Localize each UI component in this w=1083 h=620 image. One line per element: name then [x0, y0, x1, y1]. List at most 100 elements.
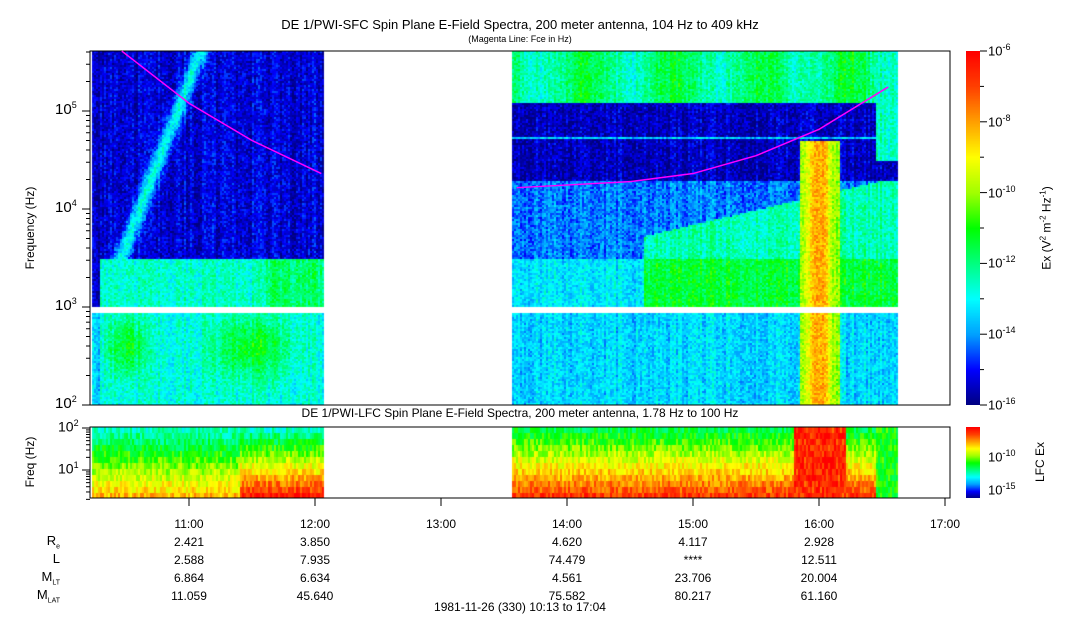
- sfc-frame: [89, 50, 951, 406]
- ephemeris-cell: 74.479: [548, 553, 586, 567]
- colorbar-tick-label: 10-14: [988, 325, 1015, 341]
- sfc-y-tick-label: 104: [55, 198, 77, 216]
- tick-exponent: -8: [1002, 112, 1011, 123]
- sfc-spectrogram: [90, 51, 950, 405]
- tick-base: 10: [55, 101, 72, 118]
- lfc-frame: [89, 426, 951, 499]
- tick-exponent: 4: [71, 198, 77, 208]
- lfc-colorbar: [966, 427, 980, 498]
- tick-base: 10: [988, 326, 1003, 342]
- tick-exponent: 2: [71, 394, 77, 404]
- tick-exponent: -16: [1002, 396, 1016, 406]
- tick-exponent: 5: [71, 100, 77, 110]
- tick-exponent: -12: [1002, 254, 1016, 265]
- ephemeris-cell: 3.850: [299, 535, 331, 549]
- ephemeris-cell: 4.117: [678, 535, 708, 549]
- cb-label-part: m: [1039, 222, 1054, 236]
- ephemeris-cell: ****: [683, 553, 703, 567]
- x-tick-label: 13:00: [425, 517, 457, 531]
- cb-label-part: -1: [1038, 190, 1048, 198]
- x-tick-label: 11:00: [174, 517, 204, 531]
- tick-base: 10: [55, 297, 72, 314]
- ephemeris-cell: 23.706: [674, 571, 712, 585]
- ephemeris-cell: 45.640: [296, 589, 334, 603]
- sfc-y-tick-label: 105: [55, 100, 77, 118]
- ephemeris-row-label: MLT: [20, 569, 61, 587]
- tick-base: 10: [988, 482, 1003, 498]
- cb-label-part: -2: [1038, 215, 1048, 223]
- sfc-y-label: Frequency (Hz): [23, 186, 37, 270]
- colorbar-tick-label: 10-12: [988, 254, 1015, 270]
- lfc-y-label: Freq (Hz): [23, 436, 37, 488]
- fce-line: [121, 50, 322, 175]
- x-tick-label: 17:00: [929, 517, 961, 531]
- footer-date-range: 1981-11-26 (330) 10:13 to 17:04: [434, 600, 606, 614]
- tick-base: 10: [58, 418, 74, 435]
- sfc-colorbar-label: Ex (V2 m-2 Hz-1): [1039, 186, 1054, 269]
- label-sub: e: [56, 543, 60, 551]
- x-tick-label: 15:00: [677, 517, 709, 531]
- sfc-y-tick-label: 102: [55, 394, 77, 412]
- label-main: L: [52, 551, 60, 566]
- x-tick-label: 16:00: [803, 517, 835, 531]
- label-sub: LAT: [47, 597, 60, 605]
- tick-base: 10: [55, 395, 72, 412]
- x-tick-label: 12:00: [299, 517, 331, 531]
- ephemeris-row-label: L: [20, 551, 60, 569]
- lfc-spectrogram: [90, 427, 950, 498]
- tick-base: 10: [988, 184, 1003, 200]
- tick-exponent: -10: [1002, 448, 1016, 458]
- colorbar-tick-label: 10-6: [988, 42, 1010, 58]
- tick-exponent: 3: [71, 296, 77, 306]
- ephemeris-row-label: MLAT: [20, 587, 60, 605]
- tick-base: 10: [988, 43, 1003, 59]
- label-main: M: [36, 587, 48, 602]
- sfc-colorbar: [966, 51, 980, 405]
- sfc-subtitle: (Magenta Line: Fce in Hz): [468, 34, 572, 44]
- lfc-colorbar-tick-label: 10-15: [988, 481, 1015, 497]
- lfc-colorbar-tick-label: 10-10: [988, 448, 1015, 464]
- colorbar-tick-label: 10-8: [988, 113, 1010, 129]
- tick-exponent: -14: [1002, 325, 1016, 336]
- tick-exponent: -15: [1002, 481, 1016, 491]
- ephemeris-cell: 4.620: [551, 535, 583, 549]
- tick-base: 10: [55, 199, 72, 216]
- lfc-title: DE 1/PWI-LFC Spin Plane E-Field Spectra,…: [301, 406, 739, 420]
- label-main: M: [41, 569, 53, 584]
- cb-label-part: Ex (V: [1039, 240, 1054, 270]
- sfc-title: DE 1/PWI-SFC Spin Plane E-Field Spectra,…: [281, 17, 759, 32]
- ephemeris-row-label: Re: [20, 533, 60, 551]
- ephemeris-cell: 6.864: [173, 571, 205, 585]
- sfc-y-tick-label: 103: [55, 296, 77, 314]
- colorbar-tick-label: 10-10: [988, 184, 1015, 200]
- ephemeris-cell: 20.004: [800, 571, 838, 585]
- ephemeris-cell: 11.059: [171, 589, 207, 603]
- x-tick-label: 14:00: [551, 517, 583, 531]
- ephemeris-cell: 2.588: [173, 553, 205, 567]
- colorbar-tick-label: 10-16: [988, 396, 1015, 412]
- cb-label-part: 2: [1038, 235, 1048, 241]
- lfc-y-tick-label: 102: [58, 418, 79, 435]
- ephemeris-cell: 4.561: [551, 571, 583, 585]
- tick-base: 10: [58, 460, 74, 477]
- lfc-y-tick-label: 101: [58, 460, 79, 477]
- ephemeris-cell: 12.511: [801, 553, 837, 567]
- ephemeris-cell: 7.935: [299, 553, 331, 567]
- cb-label-part: ): [1039, 186, 1054, 191]
- tick-base: 10: [988, 397, 1003, 413]
- ephemeris-cell: 61.160: [800, 589, 838, 603]
- tick-exponent: -6: [1002, 42, 1011, 52]
- fce-line: [516, 86, 889, 189]
- ephemeris-cell: 2.928: [803, 535, 835, 549]
- tick-exponent: 1: [73, 460, 79, 470]
- ephemeris-cell: 75.582: [548, 589, 586, 603]
- tick-exponent: 2: [73, 418, 79, 428]
- ephemeris-cell: 6.634: [299, 571, 331, 585]
- tick-base: 10: [988, 255, 1003, 271]
- label-sub: LT: [52, 579, 60, 587]
- tick-base: 10: [988, 114, 1003, 130]
- tick-base: 10: [988, 449, 1003, 465]
- label-main: R: [46, 533, 57, 548]
